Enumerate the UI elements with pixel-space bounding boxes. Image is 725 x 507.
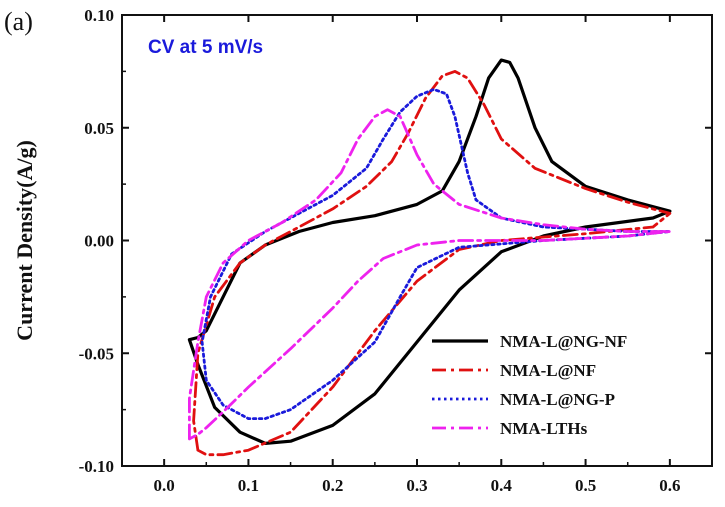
legend: NMA-L@NG-NF NMA-L@NF NMA-L@NG-P NMA-LTHs bbox=[432, 332, 627, 438]
legend-label: NMA-L@NG-P bbox=[500, 390, 615, 409]
x-tick-label: 0.1 bbox=[238, 476, 259, 495]
plot-area bbox=[187, 58, 672, 457]
x-tick-label: 0.6 bbox=[659, 476, 680, 495]
legend-label: NMA-L@NF bbox=[500, 361, 596, 380]
y-axis-label: Current Density(A/g) bbox=[12, 140, 37, 341]
panel-label: (a) bbox=[4, 7, 33, 36]
y-axis: -0.10 -0.05 0.00 0.05 0.10 bbox=[79, 6, 712, 476]
x-tick-label: 0.5 bbox=[575, 476, 596, 495]
x-tick-label: 0.3 bbox=[406, 476, 427, 495]
series-line-nma-lths bbox=[188, 108, 672, 441]
y-tick-label: 0.00 bbox=[84, 232, 114, 251]
y-tick-label: -0.05 bbox=[79, 344, 114, 363]
annotation-text: CV at 5 mV/s bbox=[148, 37, 263, 58]
legend-label: NMA-LTHs bbox=[500, 419, 588, 438]
x-tick-label: 0.0 bbox=[154, 476, 175, 495]
x-tick-label: 0.2 bbox=[322, 476, 343, 495]
x-tick-label: 0.4 bbox=[491, 476, 513, 495]
x-axis: 0.0 0.1 0.2 0.3 0.4 0.5 0.6 bbox=[154, 15, 680, 495]
y-tick-label: 0.10 bbox=[84, 6, 114, 25]
y-tick-label: -0.10 bbox=[79, 457, 114, 476]
y-tick-label: 0.05 bbox=[84, 119, 114, 138]
legend-label: NMA-L@NG-NF bbox=[500, 332, 627, 351]
series-line-nma-l-ng-nf bbox=[187, 58, 672, 445]
